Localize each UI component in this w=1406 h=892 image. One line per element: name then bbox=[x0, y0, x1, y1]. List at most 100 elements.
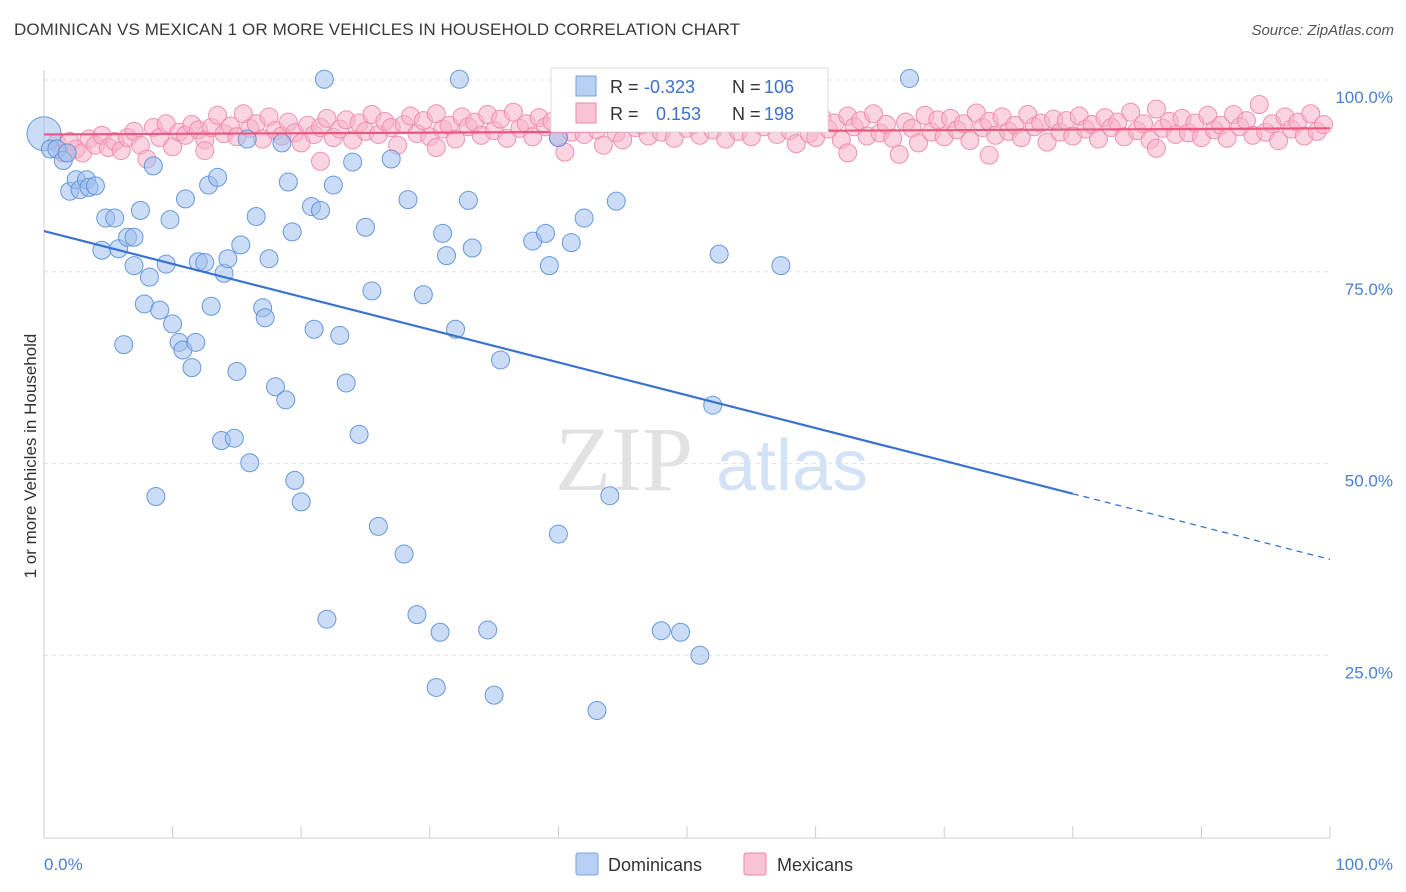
dominican-point bbox=[255, 308, 275, 328]
dominican-point bbox=[690, 645, 710, 665]
x-tick-label-min: 0.0% bbox=[44, 855, 83, 874]
dominican-point bbox=[105, 208, 125, 228]
watermark-atlas: atlas bbox=[716, 426, 868, 506]
mexican-point bbox=[1011, 128, 1031, 148]
dominican-trend-line bbox=[43, 230, 1074, 495]
legend-r-value-mexicans: 0.153 bbox=[656, 104, 701, 124]
legend-n-label-dominicans: N = bbox=[732, 77, 761, 97]
dominican-point bbox=[310, 200, 330, 220]
mexican-point bbox=[1301, 104, 1321, 124]
chart-title: DOMINICAN VS MEXICAN 1 OR MORE VEHICLES … bbox=[14, 20, 741, 39]
dominican-point bbox=[304, 319, 324, 339]
bottom-legend-swatch-dominicans bbox=[575, 852, 599, 876]
y-tick-label: 100.0% bbox=[1335, 88, 1393, 107]
chart-source: Source: ZipAtlas.com bbox=[1251, 22, 1394, 39]
bottom-legend-swatch-mexicans bbox=[743, 852, 767, 876]
dominican-point bbox=[218, 249, 238, 269]
dominican-point bbox=[606, 191, 626, 211]
dominican-point bbox=[231, 235, 251, 255]
legend-r-label-mexicans: R = bbox=[610, 104, 639, 124]
series-dominicans bbox=[26, 68, 919, 720]
dominican-point bbox=[160, 210, 180, 230]
dominican-point bbox=[561, 233, 581, 253]
mexican-point bbox=[889, 144, 909, 164]
mexican-point bbox=[908, 133, 928, 153]
dominican-point bbox=[85, 176, 105, 196]
mexican-point bbox=[953, 114, 973, 134]
dominican-point bbox=[478, 620, 498, 640]
legend-r-label-dominicans: R = bbox=[610, 77, 639, 97]
legend-n-value-dominicans: 106 bbox=[764, 77, 794, 97]
dominican-point bbox=[462, 238, 482, 258]
mexican-point bbox=[317, 108, 337, 128]
dominican-point bbox=[548, 524, 568, 544]
mexican-point bbox=[1121, 102, 1141, 122]
dominican-point bbox=[709, 244, 729, 264]
dominican-point bbox=[317, 609, 337, 629]
dominican-point bbox=[276, 390, 296, 410]
mexican-point bbox=[863, 104, 883, 124]
dominican-point bbox=[394, 544, 414, 564]
dominican-point bbox=[484, 685, 504, 705]
mexican-point bbox=[1269, 131, 1289, 151]
dominican-point bbox=[368, 516, 388, 536]
legend-n-label-mexicans: N = bbox=[732, 104, 761, 124]
legend-swatch-mexicans bbox=[575, 102, 597, 124]
dominican-point bbox=[651, 621, 671, 641]
dominican-point bbox=[362, 281, 382, 301]
dominican-point bbox=[398, 190, 418, 210]
dominican-point bbox=[291, 492, 311, 512]
dominican-point bbox=[224, 428, 244, 448]
mexican-point bbox=[1314, 114, 1334, 134]
dominican-point bbox=[163, 314, 183, 334]
mexican-point bbox=[446, 129, 466, 149]
dominican-point bbox=[139, 267, 159, 287]
mexican-point bbox=[960, 131, 980, 151]
mexican-point bbox=[1146, 138, 1166, 158]
dominican-point bbox=[413, 285, 433, 305]
dominican-point bbox=[671, 622, 691, 642]
legend-box: R = -0.323 N = 106 R = 0.153 N = 198 bbox=[550, 67, 829, 133]
dominican-point bbox=[227, 361, 247, 381]
dominican-point bbox=[272, 133, 292, 153]
dominican-point bbox=[536, 223, 556, 243]
mexican-point bbox=[497, 128, 517, 148]
watermark-zip: ZIP bbox=[555, 408, 693, 510]
watermark: ZIP atlas bbox=[555, 408, 868, 510]
dominican-point bbox=[449, 69, 469, 89]
x-tick-label-max: 100.0% bbox=[1335, 855, 1393, 874]
dominican-point bbox=[587, 700, 607, 720]
dominican-point bbox=[146, 486, 166, 506]
dominican-point bbox=[343, 152, 363, 172]
y-tick-label: 75.0% bbox=[1345, 280, 1393, 299]
bottom-legend-label-mexicans: Mexicans bbox=[777, 855, 853, 875]
dominican-point bbox=[150, 300, 170, 320]
dominican-point bbox=[182, 358, 202, 378]
dominican-point bbox=[114, 335, 134, 355]
legend-r-value-dominicans: -0.323 bbox=[644, 77, 695, 97]
y-tick-labels: 25.0% 50.0% 75.0% 100.0% bbox=[1335, 88, 1393, 682]
mexican-point bbox=[593, 135, 613, 155]
dominican-point bbox=[175, 189, 195, 209]
dominican-point bbox=[259, 249, 279, 269]
dominican-point bbox=[314, 69, 334, 89]
dominican-point bbox=[539, 256, 559, 276]
dominican-point bbox=[278, 172, 298, 192]
dominican-point bbox=[195, 253, 215, 273]
y-tick-label: 50.0% bbox=[1345, 472, 1393, 491]
legend-swatch-dominicans bbox=[575, 75, 597, 97]
mexican-point bbox=[1037, 132, 1057, 152]
dominican-point bbox=[446, 319, 466, 339]
dominican-point bbox=[349, 424, 369, 444]
mexican-point bbox=[1146, 99, 1166, 119]
dominican-point bbox=[703, 395, 723, 415]
dominican-point bbox=[265, 377, 285, 397]
dominican-point bbox=[124, 256, 144, 276]
dominican-point bbox=[186, 332, 206, 352]
dominican-point bbox=[433, 223, 453, 243]
legend-n-value-mexicans: 198 bbox=[764, 104, 794, 124]
dominican-point bbox=[143, 156, 163, 176]
dominican-trend-line-extension bbox=[1072, 493, 1331, 561]
dominican-point bbox=[574, 208, 594, 228]
